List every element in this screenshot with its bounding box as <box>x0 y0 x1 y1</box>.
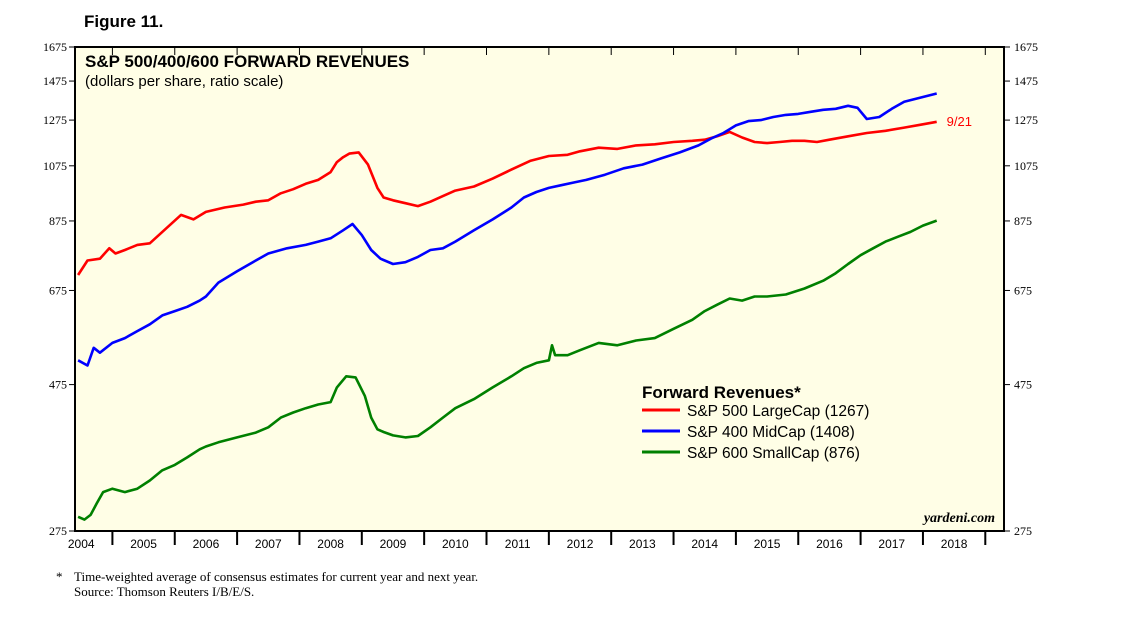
x-tick-label-2006: 2006 <box>193 537 220 551</box>
footnote-line-1: Time-weighted average of consensus estim… <box>74 569 479 584</box>
x-tick-label-2018: 2018 <box>941 537 968 551</box>
y-tick-label-right-675: 675 <box>1014 283 1032 297</box>
y-tick-label-left-875: 875 <box>49 214 67 228</box>
plot-area <box>74 46 1005 532</box>
y-tick-label-right-475: 475 <box>1014 378 1032 392</box>
series-line-sp500 <box>77 120 937 276</box>
x-axis: 2004 2005 2006 2007 2008 2009 2010 2011 2012 2013… <box>68 47 987 551</box>
series-line-sp400 <box>77 92 938 367</box>
y-tick-label-left-275: 275 <box>49 524 67 538</box>
footnote-line-2: Source: Thomson Reuters I/B/E/S. <box>74 584 255 599</box>
y-axis-right: 275 475 675 875 1075 1275 1475 1675 <box>1004 40 1038 538</box>
y-tick-label-left-1075: 1075 <box>43 159 67 173</box>
y-tick-label-right-1075: 1075 <box>1014 159 1038 173</box>
x-tick-label-2010: 2010 <box>442 537 469 551</box>
watermark: yardeni.com <box>922 511 995 526</box>
y-tick-label-left-1475: 1475 <box>43 74 67 88</box>
footnote-marker: * <box>56 569 63 584</box>
y-tick-label-left-1275: 1275 <box>43 113 67 127</box>
x-tick-label-2013: 2013 <box>629 537 656 551</box>
y-tick-label-left-1675: 1675 <box>43 40 67 54</box>
x-tick-label-2012: 2012 <box>567 537 594 551</box>
y-tick-label-right-875: 875 <box>1014 214 1032 228</box>
x-tick-label-2009: 2009 <box>380 537 407 551</box>
x-tick-label-2016: 2016 <box>816 537 843 551</box>
legend-entry-sp600: S&P 600 SmallCap (876) <box>687 445 860 462</box>
x-tick-label-2008: 2008 <box>317 537 344 551</box>
annotation-9-21: 9/21 <box>947 114 972 129</box>
legend: Forward Revenues* S&P 500 LargeCap (1267… <box>642 383 869 462</box>
x-tick-label-2017: 2017 <box>878 537 905 551</box>
y-axis-left: 275 475 675 875 1075 1275 1475 1675 <box>43 40 75 538</box>
y-tick-label-left-675: 675 <box>49 283 67 297</box>
x-tick-label-2004: 2004 <box>68 537 95 551</box>
series-line-sp600 <box>77 219 938 521</box>
x-tick-label-2015: 2015 <box>754 537 781 551</box>
x-tick-label-2005: 2005 <box>130 537 157 551</box>
legend-title: Forward Revenues* <box>642 383 801 402</box>
y-tick-label-left-475: 475 <box>49 378 67 392</box>
footnote: * Time-weighted average of consensus esti… <box>56 569 478 599</box>
x-tick-label-2011: 2011 <box>505 537 531 551</box>
y-tick-label-right-275: 275 <box>1014 524 1032 538</box>
legend-entry-sp500: S&P 500 LargeCap (1267) <box>687 403 869 420</box>
figure-label: Figure 11. <box>84 12 164 31</box>
chart-subtitle: (dollars per share, ratio scale) <box>85 73 283 90</box>
y-tick-label-right-1475: 1475 <box>1014 74 1038 88</box>
x-tick-label-2007: 2007 <box>255 537 282 551</box>
legend-entry-sp400: S&P 400 MidCap (1408) <box>687 424 855 441</box>
series-lines <box>77 92 938 521</box>
chart-title: S&P 500/400/600 FORWARD REVENUES <box>85 52 409 71</box>
y-tick-label-right-1275: 1275 <box>1014 113 1038 127</box>
y-tick-label-right-1675: 1675 <box>1014 40 1038 54</box>
x-tick-label-2014: 2014 <box>691 537 718 551</box>
